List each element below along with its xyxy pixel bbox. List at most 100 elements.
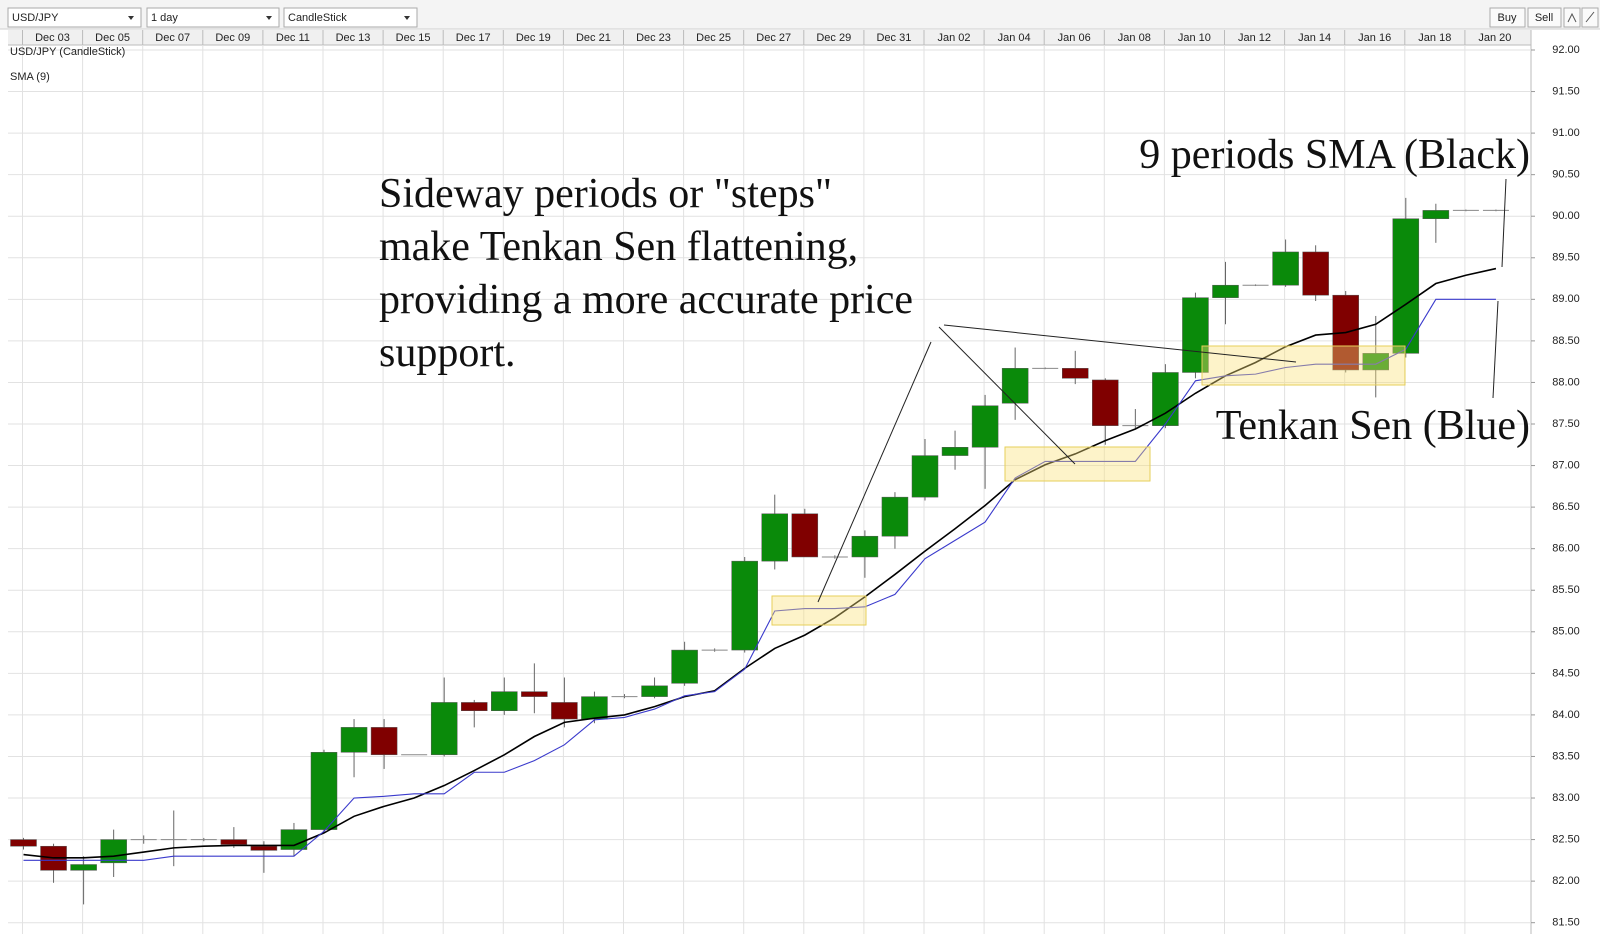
x-tick-label: Dec 21: [576, 32, 611, 44]
annotation-text: support.: [379, 330, 516, 376]
interval-value: 1 day: [151, 12, 178, 24]
y-tick-label: 90.00: [1552, 210, 1580, 222]
candle-body: [1392, 218, 1420, 354]
pointer-line: [1492, 300, 1499, 399]
y-tick-label: 89.00: [1552, 293, 1580, 305]
candle-body: [731, 560, 758, 651]
annotations: Sideway periods or "steps" make Tenkan Se…: [379, 132, 1530, 626]
candle-body: [70, 864, 97, 871]
x-tick-label: Jan 04: [998, 32, 1031, 44]
candle-body: [10, 839, 37, 847]
x-tick-label: Dec 23: [636, 32, 671, 44]
interval-select[interactable]: 1 day: [146, 7, 280, 28]
candle-body: [100, 839, 127, 864]
candle-body: [1182, 297, 1209, 373]
x-tick-label: Dec 27: [756, 32, 791, 44]
date-strip: [8, 30, 1531, 45]
y-tick-label: 87.50: [1552, 418, 1580, 430]
candle-body: [370, 727, 398, 756]
candle-body: [641, 685, 668, 697]
x-tick-label: Jan 12: [1238, 32, 1271, 44]
annotation-text: Sideway periods or "steps": [379, 171, 832, 217]
candle-body: [1272, 251, 1299, 286]
chart-type-value: CandleStick: [288, 12, 347, 24]
candle-body: [250, 845, 278, 851]
candle-body: [1001, 368, 1029, 404]
candle-body: [280, 829, 308, 850]
candle-body: [1362, 353, 1389, 371]
candle-body: [791, 513, 819, 558]
candle-body: [310, 752, 338, 830]
candle-body: [1212, 284, 1239, 298]
x-tick-label: Dec 17: [456, 32, 491, 44]
x-tick-label: Jan 20: [1478, 32, 1511, 44]
y-tick-label: 82.00: [1552, 875, 1580, 887]
sell-button[interactable]: Sell: [1527, 7, 1562, 28]
x-tick-label: Jan 16: [1358, 32, 1391, 44]
y-tick-label: 86.50: [1552, 501, 1580, 513]
x-tick-label: Dec 03: [35, 32, 70, 44]
pointer-line: [943, 324, 1297, 363]
x-tick-label: Dec 07: [155, 32, 190, 44]
candle-body: [1062, 368, 1089, 379]
x-tick-label: Dec 25: [696, 32, 731, 44]
x-tick-label: Dec 13: [336, 32, 371, 44]
highlight-box: [1201, 345, 1406, 386]
x-tick-label: Jan 10: [1178, 32, 1211, 44]
candle-body: [461, 702, 488, 711]
highlight-box: [1004, 446, 1151, 482]
pointer-line: [938, 326, 1076, 465]
x-tick-label: Dec 05: [95, 32, 130, 44]
candle-body: [220, 839, 248, 845]
tool-buttons[interactable]: [1563, 7, 1599, 28]
y-tick-label: 86.00: [1552, 543, 1580, 555]
sell-label: Sell: [1535, 12, 1553, 24]
candle-body: [851, 535, 879, 558]
x-tick-label: Dec 19: [516, 32, 551, 44]
candle-body: [761, 513, 788, 562]
plot: [10, 197, 1509, 905]
y-tick-label: 91.00: [1552, 127, 1580, 139]
candle-body: [551, 702, 578, 720]
x-tick-label: Jan 02: [937, 32, 970, 44]
x-tick-label: Dec 15: [396, 32, 431, 44]
y-tick-label: 85.00: [1552, 626, 1580, 638]
overlay-line: [23, 267, 1497, 859]
annotation-text: 9 periods SMA (Black): [1139, 132, 1530, 178]
x-tick-label: Jan 08: [1118, 32, 1151, 44]
y-tick-label: 90.50: [1552, 169, 1580, 181]
x-tick-label: Dec 11: [276, 32, 310, 44]
symbol-select[interactable]: USD/JPY: [7, 7, 142, 28]
y-tick-label: 83.50: [1552, 750, 1580, 762]
x-tick-label: Jan 06: [1058, 32, 1091, 44]
y-tick-label: 82.50: [1552, 833, 1580, 845]
y-tick-label: 84.00: [1552, 709, 1580, 721]
candle-body: [971, 405, 999, 448]
y-tick-label: 81.50: [1552, 917, 1580, 929]
legend-candles: USD/JPY (CandleStick): [10, 46, 125, 58]
y-tick-label: 84.50: [1552, 667, 1580, 679]
buy-button[interactable]: Buy: [1489, 7, 1526, 28]
candle-body: [430, 702, 458, 756]
annotation-text: Tenkan Sen (Blue): [1216, 403, 1530, 449]
candle-body: [581, 696, 608, 720]
y-tick-label: 88.50: [1552, 335, 1580, 347]
pointer-line: [1501, 178, 1507, 268]
candle-body: [941, 447, 969, 456]
overlay-line: [23, 298, 1496, 861]
candle-body: [911, 455, 939, 498]
chart-type-select[interactable]: CandleStick: [283, 7, 418, 28]
y-tick-label: 83.00: [1552, 792, 1580, 804]
candle-body: [340, 727, 368, 753]
y-tick-label: 85.50: [1552, 584, 1580, 596]
candle-body: [1422, 210, 1450, 219]
candle-body: [1092, 379, 1119, 426]
candle-body: [881, 496, 909, 537]
pointer-line: [817, 341, 932, 603]
y-tick-label: 91.50: [1552, 85, 1580, 97]
candle-body: [491, 691, 518, 711]
y-tick-label: 87.00: [1552, 459, 1580, 471]
x-tick-label: Dec 29: [816, 32, 851, 44]
